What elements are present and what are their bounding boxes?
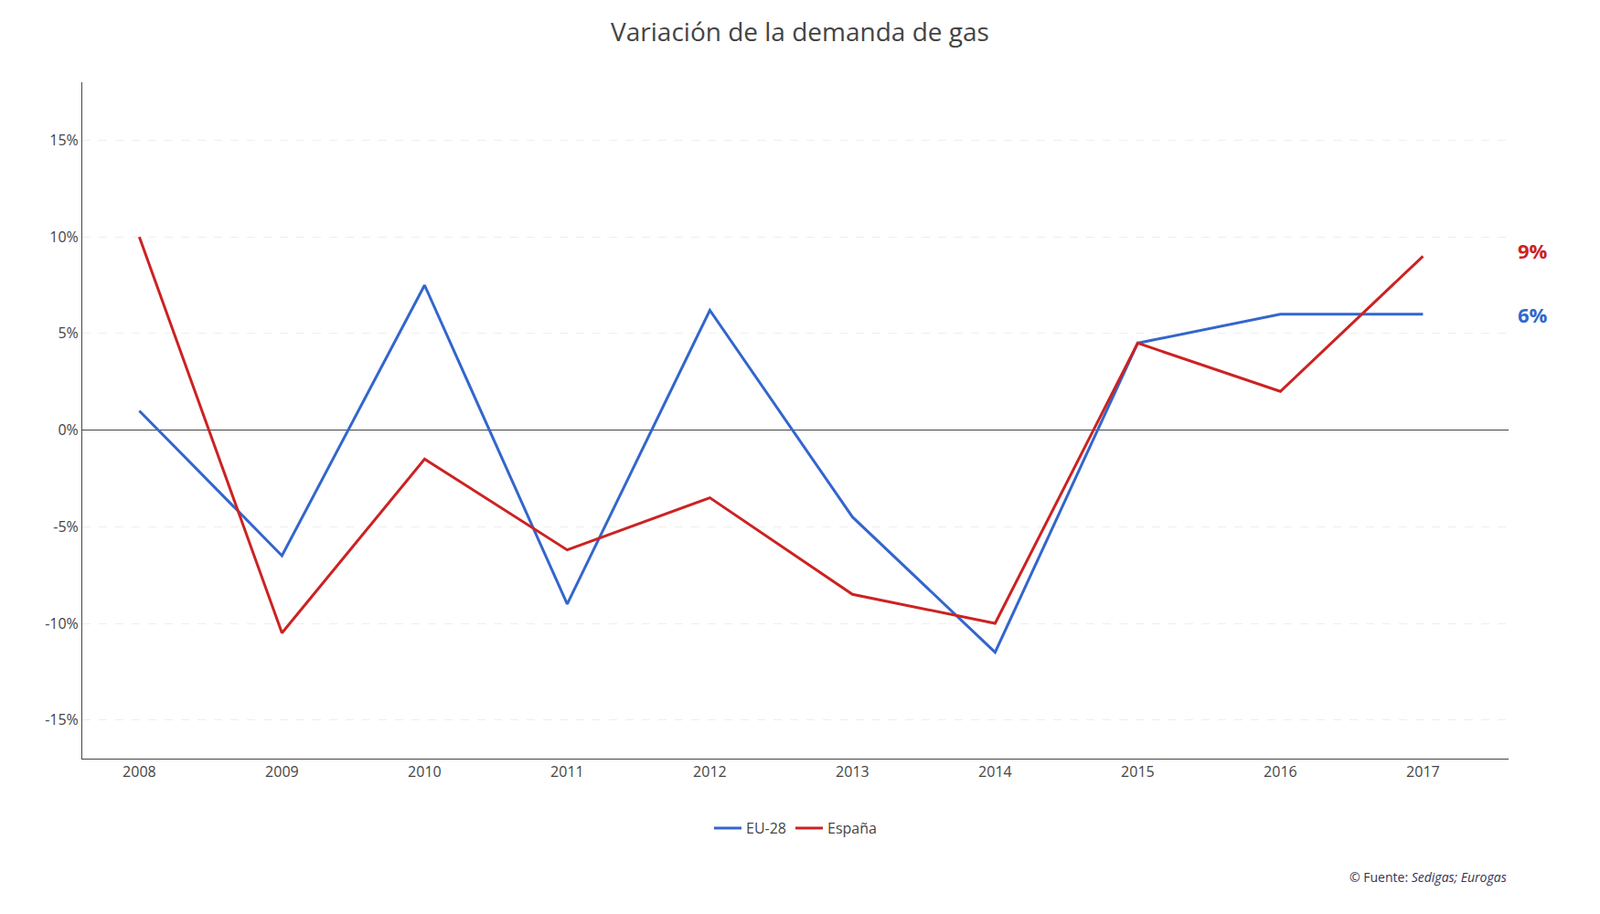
- svg-text:2015: 2015: [1120, 761, 1155, 782]
- svg-text:-5%: -5%: [53, 516, 79, 537]
- svg-text:2013: 2013: [835, 761, 870, 782]
- svg-text:© Fuente: Sedigas; Eurogas: © Fuente: Sedigas; Eurogas: [1349, 868, 1507, 886]
- svg-text:2014: 2014: [978, 761, 1013, 782]
- svg-text:España: España: [827, 818, 877, 839]
- svg-text:10%: 10%: [49, 226, 79, 247]
- svg-text:EU-28: EU-28: [746, 818, 787, 839]
- svg-text:6%: 6%: [1517, 300, 1548, 329]
- svg-text:15%: 15%: [49, 129, 79, 150]
- svg-text:2012: 2012: [693, 761, 727, 782]
- svg-text:Variación de la demanda de gas: Variación de la demanda de gas: [610, 13, 990, 49]
- svg-text:9%: 9%: [1517, 236, 1548, 265]
- svg-text:2008: 2008: [122, 761, 157, 782]
- svg-text:-10%: -10%: [44, 613, 79, 634]
- svg-text:0%: 0%: [57, 419, 78, 440]
- svg-text:2011: 2011: [550, 761, 585, 782]
- svg-text:-15%: -15%: [44, 709, 79, 730]
- svg-text:2017: 2017: [1406, 761, 1440, 782]
- svg-text:2016: 2016: [1263, 761, 1298, 782]
- svg-text:2010: 2010: [407, 761, 442, 782]
- svg-text:5%: 5%: [57, 322, 78, 343]
- svg-text:2009: 2009: [265, 761, 299, 782]
